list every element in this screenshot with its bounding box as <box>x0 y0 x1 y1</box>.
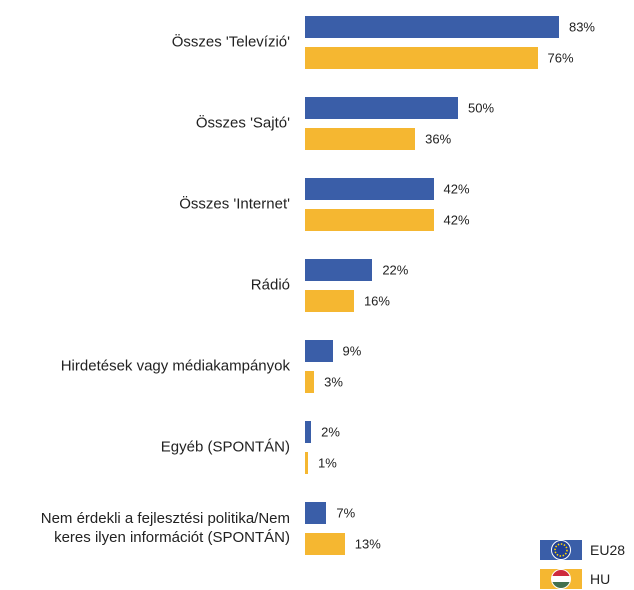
value-label: 76% <box>547 50 574 66</box>
value-label: 1% <box>318 455 337 471</box>
bar <box>305 421 312 443</box>
bar <box>305 16 559 38</box>
category-label: Hirdetések vagy médiakampányok <box>60 357 290 375</box>
flag-icon <box>551 569 571 589</box>
legend-label: EU28 <box>590 542 626 558</box>
value-label: 50% <box>468 100 495 116</box>
bar <box>305 452 309 474</box>
legend-label: HU <box>590 571 611 587</box>
bar <box>305 178 434 200</box>
bar <box>305 259 373 281</box>
legend-swatch <box>540 540 582 560</box>
bar <box>305 209 434 231</box>
value-label: 13% <box>354 536 381 552</box>
value-label: 2% <box>321 424 340 440</box>
bar <box>305 97 458 119</box>
category-label: Összes 'Televízió' <box>171 33 290 51</box>
value-label: 9% <box>342 343 362 359</box>
legend-swatch <box>540 569 582 589</box>
bar <box>305 533 345 555</box>
category-label: Összes 'Internet' <box>179 195 290 213</box>
bar <box>305 502 327 524</box>
flag-icon <box>551 540 571 560</box>
category-label: Egyéb (SPONTÁN) <box>160 438 290 456</box>
bar <box>305 47 538 69</box>
bar <box>305 290 354 312</box>
bar <box>305 371 315 393</box>
value-label: 42% <box>443 181 470 197</box>
value-label: 36% <box>425 131 452 147</box>
category-label: Nem érdekli a fejlesztési politika/Nem k… <box>40 510 290 546</box>
category-label: Összes 'Sajtó' <box>195 114 290 132</box>
value-label: 22% <box>382 262 409 278</box>
bar <box>305 128 416 150</box>
value-label: 3% <box>324 374 343 390</box>
value-label: 16% <box>363 293 390 309</box>
value-label: 42% <box>443 212 470 228</box>
value-label: 7% <box>336 505 356 521</box>
category-label: Rádió <box>250 276 290 294</box>
value-label: 83% <box>568 19 595 35</box>
bar <box>305 340 333 362</box>
